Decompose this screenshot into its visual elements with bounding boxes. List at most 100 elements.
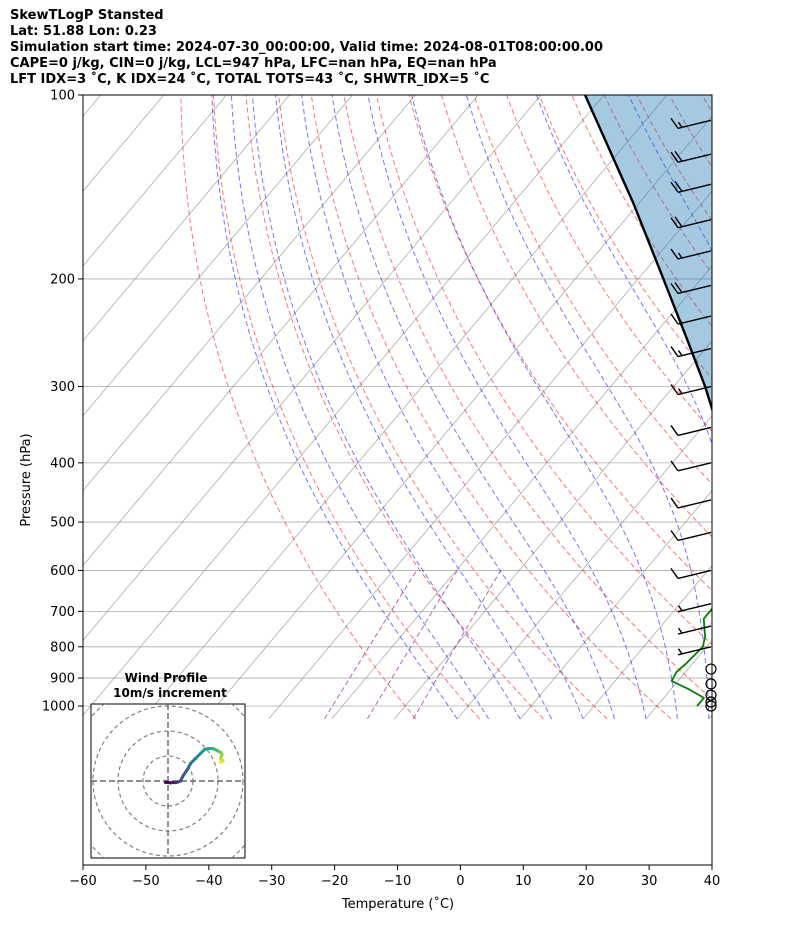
- y-tick-label: 800: [50, 640, 75, 655]
- moist-adiabat-line: [211, 95, 458, 720]
- hodograph-point: [218, 760, 223, 764]
- y-tick-label: 600: [50, 564, 75, 579]
- wind-barb: [670, 248, 712, 260]
- y-tick-label: 400: [50, 456, 75, 471]
- chart-header: SkewTLogP Stansted Lat: 51.88 Lon: 0.23 …: [10, 8, 603, 88]
- hodograph-inset: Wind Profile 10m/s increment: [90, 671, 246, 859]
- hodograph-point: [198, 751, 203, 756]
- title-line-cape: CAPE=0 j/kg, CIN=0 j/kg, LCL=947 hPa, LF…: [10, 56, 497, 71]
- title-line-times: Simulation start time: 2024-07-30_00:00:…: [10, 40, 603, 55]
- hodograph-subtitle: 10m/s increment: [113, 686, 227, 700]
- hodograph-point: [168, 781, 173, 785]
- wind-barb: [670, 384, 712, 396]
- y-tick-label: 900: [50, 672, 75, 687]
- moist-adiabat-line: [752, 95, 794, 719]
- dry-adiabat-line: [213, 95, 481, 720]
- wind-barb: [670, 497, 712, 509]
- title-line-latlon: Lat: 51.88 Lon: 0.23: [10, 24, 157, 39]
- dewpoint-profile-line: [670, 607, 712, 707]
- isotherm-line: [519, 489, 712, 720]
- isotherm-line: [456, 415, 712, 720]
- title-line-station: SkewTLogP Stansted: [10, 8, 164, 23]
- cape-fill: [585, 95, 712, 409]
- x-axis-label: Temperature (˚C): [341, 896, 454, 912]
- isotherm-line: [83, 95, 290, 342]
- profile-lines: [584, 95, 794, 707]
- moist-adiabat-line: [411, 95, 678, 719]
- wind-barb: [705, 678, 717, 690]
- hodograph-point: [186, 766, 190, 771]
- hodograph-point: [206, 746, 210, 751]
- dry-adiabat-line: [538, 95, 712, 380]
- hodograph-point: [218, 750, 223, 754]
- dry-adiabat-line: [735, 95, 794, 719]
- hodograph-point: [188, 761, 193, 766]
- dry-adiabat-line: [701, 95, 712, 113]
- wind-barb: [705, 663, 717, 675]
- parcel-profile-line: [584, 95, 712, 413]
- x-tick-label: 0: [456, 874, 464, 889]
- moist-adiabat-line: [230, 95, 490, 720]
- x-tick-label: −20: [321, 874, 348, 889]
- isotherm-line: [772, 95, 794, 719]
- moist-adiabat-line: [251, 95, 521, 720]
- y-tick-label: 700: [50, 605, 75, 620]
- dry-adiabat-line: [408, 95, 712, 592]
- wind-barb: [677, 646, 712, 656]
- moist-adiabat-line: [275, 95, 553, 720]
- dry-adiabat-line: [767, 95, 794, 719]
- wind-barb: [670, 313, 712, 325]
- dry-adiabat-line: [310, 95, 672, 720]
- hodograph-point: [216, 749, 220, 753]
- isotherm-line: [331, 265, 712, 720]
- temperature-profile-line: [714, 95, 794, 706]
- wind-barb: [670, 117, 712, 129]
- x-tick-label: −40: [195, 874, 222, 889]
- isotherm-line: [83, 95, 605, 716]
- x-tick-label: 40: [704, 874, 721, 889]
- isotherm-line: [83, 95, 542, 641]
- background-lines: [83, 95, 794, 720]
- moist-adiabat-line: [465, 95, 710, 719]
- mixing-ratio-line: [412, 570, 502, 720]
- hodograph-point: [221, 759, 225, 763]
- x-axis: −60 −50 −40 −30 −20 −10 0 10 20 30 40: [69, 865, 720, 889]
- y-axis-label: Pressure (hPa): [19, 433, 34, 526]
- wind-barb: [670, 216, 712, 229]
- wind-barb: [705, 700, 717, 712]
- wind-barb: [670, 282, 712, 295]
- cape-fill-layer: [585, 95, 712, 409]
- x-tick-label: −50: [132, 874, 159, 889]
- hodograph-point: [202, 748, 206, 752]
- y-tick-label: 500: [50, 516, 75, 531]
- wind-barb: [670, 425, 712, 437]
- moist-adiabat-line: [367, 95, 647, 720]
- wind-barbs: [670, 117, 717, 712]
- dry-adiabat-line: [375, 95, 712, 646]
- isotherm-line: [83, 95, 353, 417]
- moist-adiabat-line: [535, 95, 712, 446]
- isotherm-line: [708, 714, 712, 720]
- wind-barb: [670, 150, 712, 163]
- isotherm-line: [83, 95, 416, 492]
- x-tick-label: 30: [641, 874, 658, 889]
- isotherm-line: [83, 95, 227, 267]
- hodograph-point: [193, 756, 198, 761]
- dry-adiabat-line: [180, 95, 417, 720]
- dry-adiabat-line: [343, 95, 712, 700]
- wind-barb: [705, 696, 717, 708]
- y-tick-label: 200: [50, 272, 75, 287]
- hodograph-point: [176, 780, 180, 784]
- isotherm-line: [394, 340, 712, 720]
- wind-barb: [670, 530, 712, 542]
- hodograph-point: [173, 780, 178, 785]
- wind-barb: [670, 460, 712, 472]
- wind-barb: [670, 346, 712, 358]
- dry-adiabat-line: [245, 95, 544, 720]
- wind-barb: [677, 625, 712, 635]
- wind-barb: [670, 180, 712, 193]
- x-tick-label: −10: [384, 874, 411, 889]
- mixing-ratio-line: [366, 570, 458, 720]
- y-tick-label: 300: [50, 380, 75, 395]
